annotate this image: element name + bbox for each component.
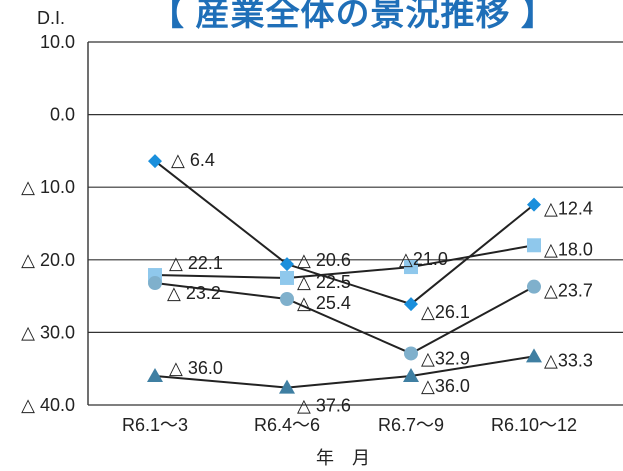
- x-tick-label: R6.4～6: [254, 415, 320, 435]
- x-tick-label: R6.10～12: [491, 415, 577, 435]
- data-point-s3-0: [147, 367, 163, 382]
- y-tick-label: 0.0: [50, 105, 75, 125]
- x-tick-label: R6.1～3: [122, 415, 188, 435]
- data-point-s0-2: [404, 297, 418, 312]
- data-label: △ 36.0: [169, 358, 223, 378]
- y-tick-label: △ 30.0: [21, 322, 75, 342]
- y-tick-label: △ 10.0: [21, 177, 75, 197]
- y-tick-labels: 10.0 0.0 △ 10.0 △ 20.0 △ 30.0 △ 40.0: [21, 32, 75, 415]
- data-point-s1-2: [404, 260, 418, 275]
- data-point-s1-1: [280, 270, 294, 285]
- data-label: △23.7: [544, 281, 593, 301]
- data-label: △ 22.5: [297, 272, 351, 292]
- x-axis-label: 年 月: [316, 448, 370, 468]
- data-label: △32.9: [421, 348, 470, 368]
- data-label: △ 25.4: [297, 293, 351, 313]
- y-axis-label: D.I.: [37, 8, 65, 28]
- grid-lines: [87, 41, 623, 406]
- data-point-s2-3: [527, 279, 541, 294]
- x-tick-label: R6.7～9: [378, 415, 444, 435]
- data-point-s0-1: [280, 257, 294, 272]
- data-label: △36.0: [421, 376, 470, 396]
- series-markers: [147, 154, 542, 394]
- data-label: △33.3: [544, 350, 593, 370]
- data-point-s2-2: [404, 346, 418, 361]
- data-point-s0-3: [527, 197, 541, 212]
- data-label: △21.0: [399, 249, 448, 269]
- data-labels: △ 6.4 △ 20.6 △26.1 △12.4 △ 22.1 △ 22.5 △21.0 △1…: [167, 150, 593, 416]
- y-tick-label: 10.0: [40, 32, 75, 52]
- series-lines: [154, 160, 535, 389]
- data-label: △ 23.2: [167, 283, 221, 303]
- series-line-1: [154, 244, 535, 279]
- data-point-s3-2: [403, 367, 419, 382]
- data-point-s2-0: [148, 276, 162, 291]
- data-label: △ 37.6: [297, 396, 351, 416]
- data-point-s1-3: [527, 238, 541, 253]
- y-tick-label: △ 20.0: [21, 250, 75, 270]
- series-line-2: [154, 282, 535, 355]
- chart-title: 【 産業全体の景況推移 】: [150, 0, 556, 33]
- x-tick-labels: R6.1～3 R6.4～6 R6.7～9 R6.10～12: [122, 415, 577, 435]
- data-label: △ 22.1: [169, 253, 223, 273]
- data-label: △26.1: [421, 302, 470, 322]
- data-label: △18.0: [544, 239, 593, 259]
- data-point-s0-0: [148, 154, 162, 169]
- data-label: △ 6.4: [171, 150, 215, 170]
- y-tick-label: △ 40.0: [21, 395, 75, 415]
- data-label: △12.4: [544, 199, 593, 219]
- data-point-s2-1: [280, 292, 294, 307]
- data-point-s3-3: [526, 348, 542, 363]
- series-line-3: [154, 355, 535, 389]
- data-label: △ 20.6: [297, 250, 351, 270]
- data-point-s3-1: [279, 379, 295, 394]
- series-line-0: [154, 160, 535, 306]
